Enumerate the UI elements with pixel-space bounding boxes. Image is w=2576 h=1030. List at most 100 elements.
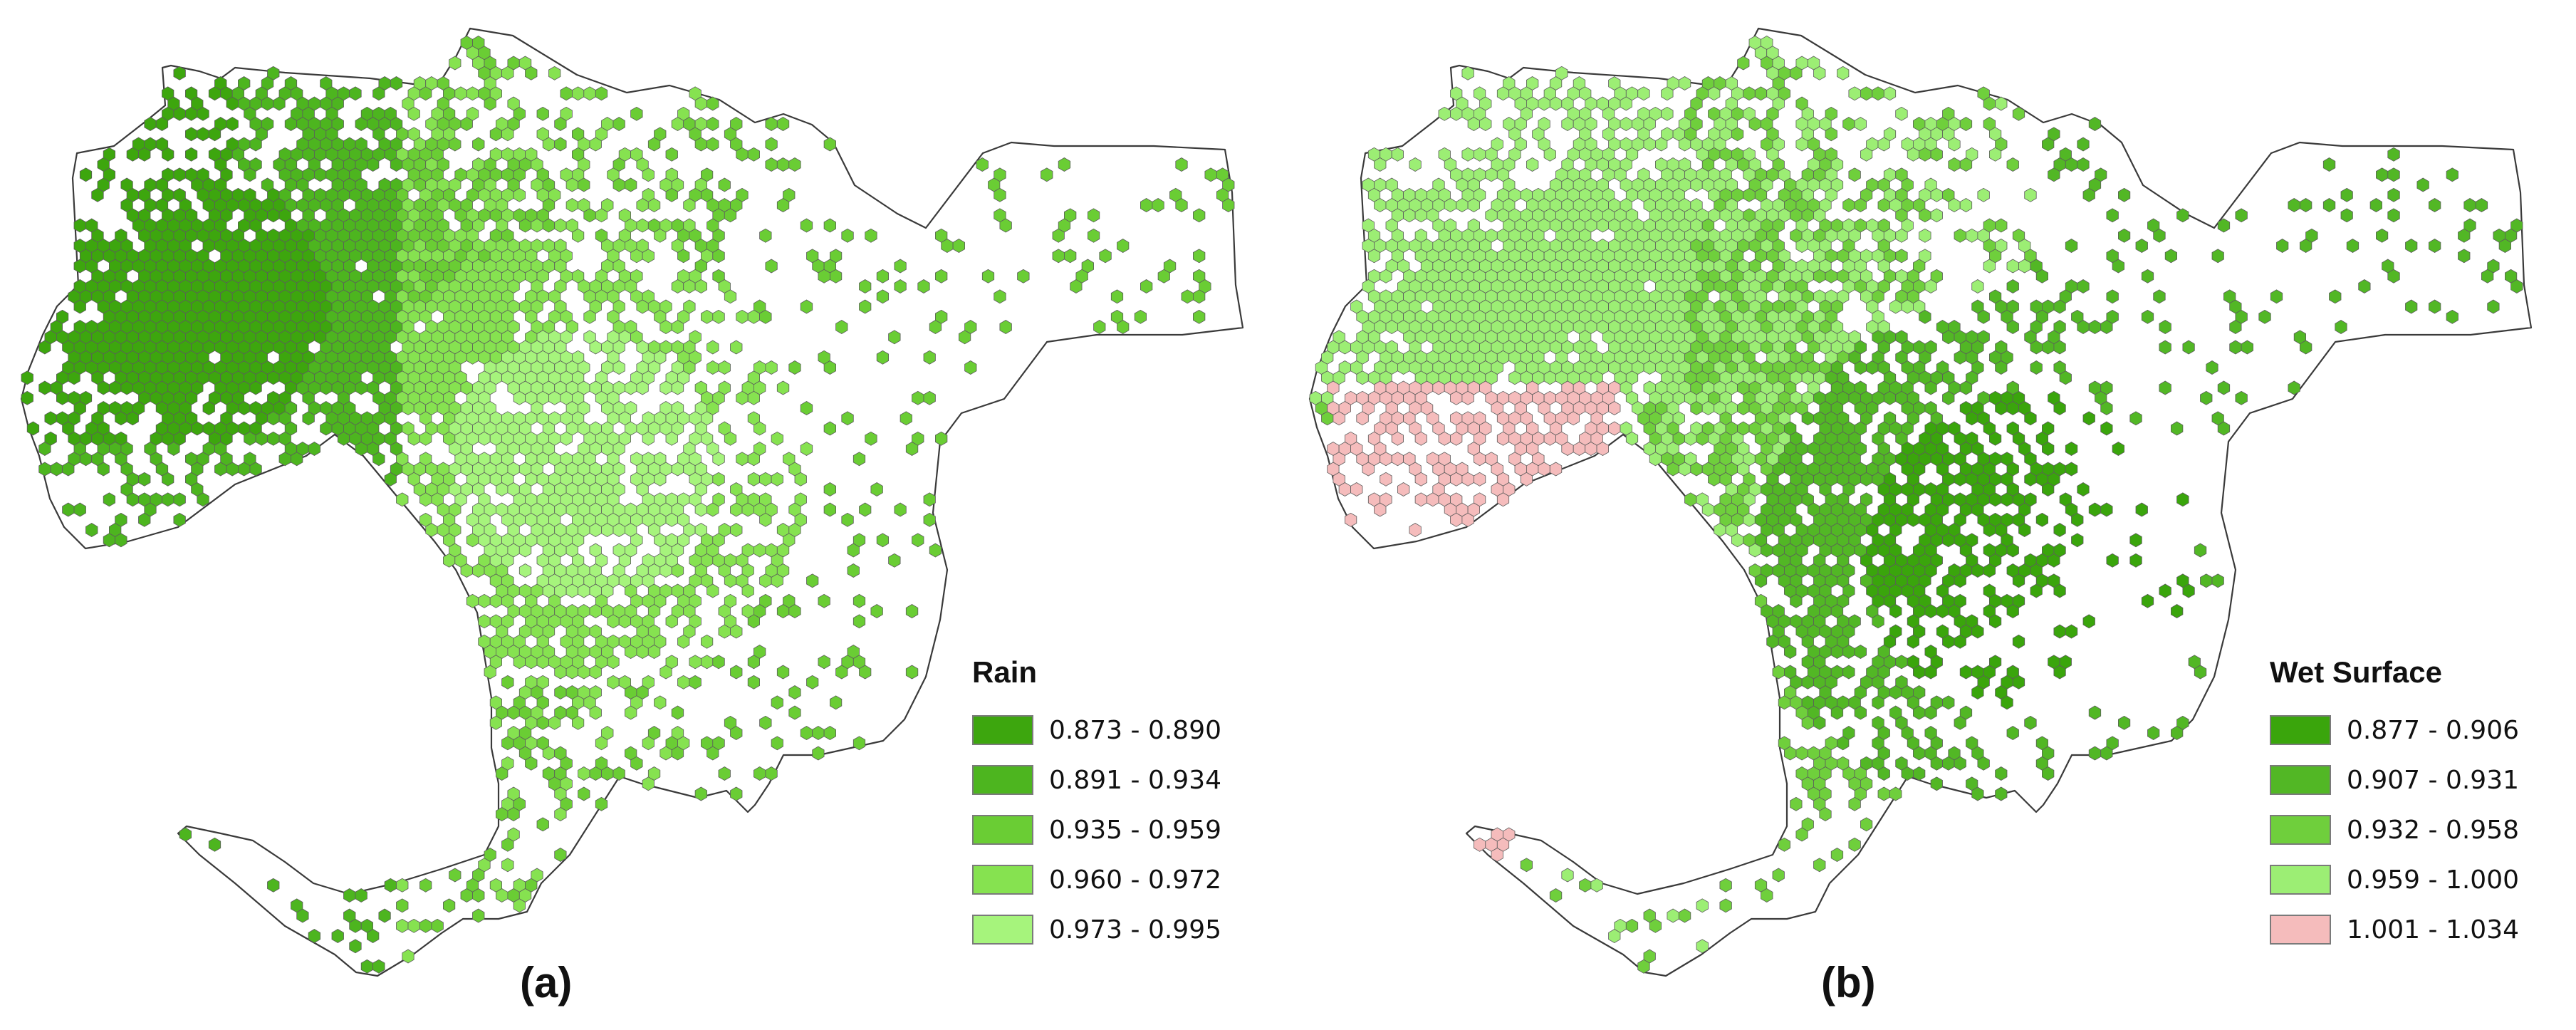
- hex-cell: [905, 665, 919, 680]
- hex-cell: [572, 715, 585, 730]
- hex-cell: [1959, 157, 1973, 172]
- hex-cell: [2153, 289, 2166, 304]
- hex-cell: [818, 655, 830, 670]
- hex-cell: [2322, 198, 2336, 212]
- hex-cell: [859, 279, 872, 293]
- hex-cell: [2048, 167, 2060, 182]
- hex-cell: [548, 66, 561, 80]
- hex-cell: [2498, 239, 2511, 253]
- hex-cell: [167, 442, 180, 456]
- legend-swatch: [972, 765, 1033, 795]
- hex-cell: [1837, 66, 1850, 80]
- hex-cell: [1374, 157, 1387, 172]
- hex-cell: [642, 249, 655, 264]
- hex-cell: [390, 76, 403, 90]
- hex-cell: [905, 604, 919, 618]
- hex-cell: [2510, 279, 2523, 293]
- hex-cell: [1479, 117, 1492, 131]
- hex-cell: [2429, 198, 2441, 212]
- hex-cell: [2340, 187, 2353, 202]
- hex-cell: [2416, 177, 2429, 192]
- hex-cell: [1678, 76, 1691, 90]
- panel-label: (a): [520, 959, 573, 1006]
- hex-cell: [859, 665, 872, 680]
- hex-cell: [1093, 320, 1106, 334]
- hex-cell: [689, 675, 702, 690]
- hex-cell: [2458, 249, 2471, 264]
- hex-cell: [841, 512, 854, 527]
- hex-cell: [2387, 269, 2400, 283]
- legend-item: 0.932 - 0.958: [2270, 805, 2519, 855]
- hex-cell: [771, 573, 783, 588]
- hex-cell: [823, 482, 836, 496]
- hex-cell: [671, 705, 684, 720]
- hex-cell: [788, 604, 801, 618]
- hex-cell: [173, 512, 186, 527]
- hex-cell: [97, 462, 110, 477]
- hex-cell: [865, 228, 877, 243]
- hex-cell: [1995, 360, 2008, 375]
- hex-cell: [788, 157, 801, 172]
- hex-cell: [830, 269, 843, 283]
- hex-cell: [835, 665, 848, 680]
- hex-cell: [449, 56, 462, 71]
- hex-cell: [2458, 228, 2471, 243]
- hex-cell: [249, 462, 262, 477]
- hex-cell: [554, 848, 567, 862]
- hex-cell: [91, 187, 104, 202]
- hex-cell: [724, 431, 737, 446]
- hex-cell: [554, 117, 567, 131]
- hex-cell: [841, 411, 854, 426]
- hex-cell: [449, 868, 462, 883]
- panel-label: (b): [1821, 959, 1876, 1006]
- hex-cell: [525, 66, 538, 80]
- hex-cell: [952, 239, 965, 253]
- hex-cell: [994, 187, 1006, 202]
- hex-cell: [2387, 147, 2400, 162]
- legend-item: 0.959 - 1.000: [2270, 855, 2519, 905]
- hex-cell: [800, 218, 813, 233]
- hex-cell: [349, 939, 362, 954]
- hex-cell: [2211, 249, 2224, 264]
- hex-cell: [812, 746, 825, 761]
- hex-cell: [923, 350, 936, 365]
- hex-cell: [2153, 228, 2166, 243]
- hex-cell: [173, 492, 186, 507]
- hex-cell: [68, 370, 80, 385]
- hex-cell: [372, 452, 385, 467]
- hex-cell: [852, 614, 866, 629]
- hex-cell: [2053, 340, 2066, 355]
- hex-cell: [2118, 228, 2131, 243]
- hex-cell: [1637, 86, 1650, 101]
- hex-cell: [173, 66, 186, 80]
- hex-cell: [38, 340, 51, 355]
- hex-cell: [244, 167, 256, 182]
- hex-cell: [671, 320, 684, 334]
- hex-cell: [935, 269, 948, 283]
- hex-cell: [741, 583, 754, 598]
- rain-map: [20, 27, 1244, 977]
- hex-cell: [443, 898, 456, 913]
- hex-cell: [730, 340, 743, 355]
- hex-cell: [1860, 147, 1873, 162]
- hex-cell: [747, 614, 760, 629]
- legend-item: 0.973 - 0.995: [972, 905, 1221, 954]
- hex-cell: [1959, 198, 1973, 212]
- hex-cell: [554, 137, 567, 152]
- hex-cell: [876, 533, 889, 548]
- hex-cell: [935, 431, 948, 446]
- hex-cell: [712, 249, 725, 264]
- hex-cell: [1175, 198, 1188, 212]
- hex-cell: [888, 553, 901, 568]
- hex-cell: [923, 390, 936, 405]
- hex-cell: [1117, 239, 1130, 253]
- hex-cell: [1971, 279, 1984, 293]
- hex-cell: [706, 502, 719, 517]
- hex-cell: [1930, 147, 1943, 162]
- hex-cell: [2369, 198, 2382, 212]
- hex-cell: [1070, 279, 1083, 293]
- hex-cell: [917, 279, 930, 293]
- hex-cell: [79, 167, 93, 182]
- legend-swatch: [2270, 765, 2331, 795]
- hex-cell: [496, 766, 509, 781]
